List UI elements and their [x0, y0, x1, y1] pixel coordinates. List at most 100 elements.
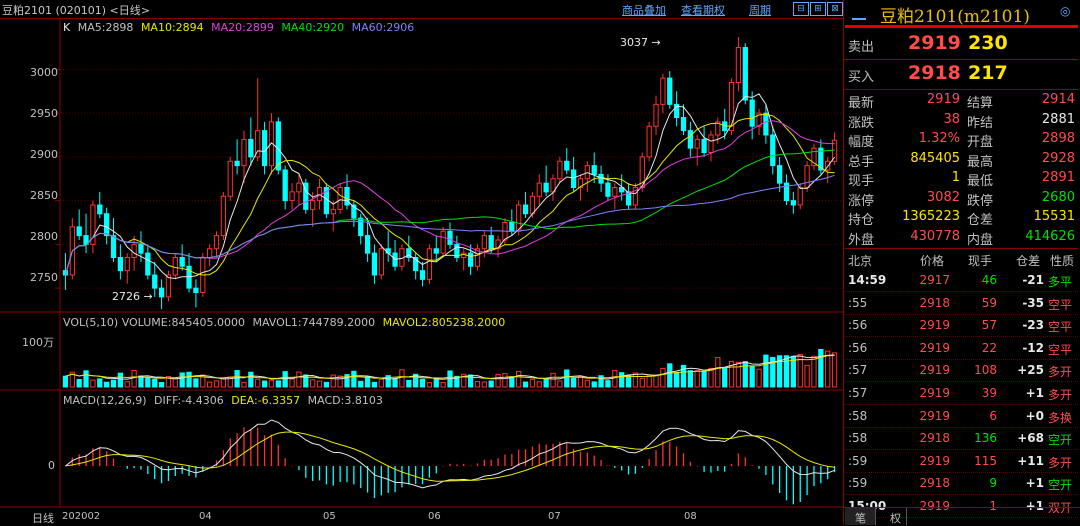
ma10-label: MA10:2894 — [140, 21, 204, 34]
candle-body — [447, 230, 453, 245]
volume-bar — [776, 355, 783, 388]
tab-ticks[interactable] — [845, 508, 876, 525]
volume-bar — [255, 378, 261, 388]
candle-body — [763, 112, 769, 136]
kline-chart[interactable] — [0, 18, 843, 525]
tick-diff: +1 — [1025, 499, 1044, 513]
candle-body — [818, 147, 824, 171]
volume-bar — [742, 361, 748, 388]
tick-nature: 空平 — [1048, 320, 1073, 335]
stat-value: 2680 — [1041, 189, 1075, 205]
tick-time: :56 — [848, 340, 868, 355]
volume-bar — [701, 370, 707, 388]
tab-ticks-label[interactable]: 笔 — [855, 512, 866, 525]
volume-bar — [715, 357, 721, 388]
tick-nature: 空平 — [1048, 342, 1073, 357]
tick-nature: 双开 — [1048, 501, 1073, 515]
volume-bar — [461, 373, 467, 388]
stat-label: 持仓 — [848, 213, 875, 228]
volume-bar — [763, 354, 769, 388]
candle-body — [811, 147, 817, 167]
volume-bar — [378, 378, 384, 388]
volume-bar — [783, 355, 790, 388]
candle-body — [124, 257, 130, 272]
ask-price[interactable]: 2919 — [908, 32, 961, 54]
volume-bar — [289, 378, 295, 388]
tab-rights-label[interactable]: 权 — [890, 512, 901, 525]
candle-body — [756, 112, 762, 127]
candle-body — [179, 257, 185, 267]
volume-bar — [90, 379, 96, 388]
stat-value: 1.32% — [918, 131, 960, 146]
link-overlay-commodity[interactable]: 商品叠加 — [622, 4, 666, 17]
ma40-label: MA40:2920 — [281, 21, 345, 34]
tick-diff: +1 — [1025, 386, 1044, 400]
volume-bar — [406, 379, 412, 388]
tick-qty: 46 — [981, 273, 997, 287]
ma60-label: MA60:2906 — [351, 21, 415, 34]
volume-bar — [399, 369, 405, 388]
tick-qty: 59 — [981, 295, 997, 310]
volume-bar — [756, 368, 762, 388]
stat-value: 2914 — [1041, 92, 1075, 107]
close-icon[interactable]: ⊠ — [827, 2, 843, 16]
tick-qty: 22 — [981, 340, 997, 355]
restore-icon[interactable]: ⊟ — [793, 2, 809, 16]
tick-price: 2918 — [919, 476, 950, 491]
stat-value: 414626 — [1025, 228, 1075, 244]
panel-right-icon[interactable]: ◎ — [1060, 4, 1071, 18]
volume-bar — [248, 371, 254, 388]
macd-series — [65, 419, 836, 505]
candle-body — [728, 82, 735, 132]
link-view-options[interactable]: 查看期权 — [681, 4, 725, 17]
volume-bar — [591, 381, 597, 388]
candle-body — [660, 77, 666, 105]
macd-legend: MACD(12,26,9) DIFF:-4.4306 DEA:-6.3357 M… — [63, 394, 383, 407]
volume-bar — [708, 367, 714, 388]
volume-bar — [632, 372, 639, 388]
stat-label: 跌停 — [967, 193, 994, 209]
volume-bar — [358, 380, 364, 388]
candle-body — [605, 182, 611, 197]
tick-nature: 多平 — [1048, 275, 1073, 289]
volume-bar — [97, 378, 103, 388]
candle-body — [296, 182, 302, 193]
volume-bar — [296, 371, 302, 388]
panel-left-icon[interactable] — [852, 6, 866, 20]
candle-body — [735, 47, 742, 83]
candle-body — [371, 252, 378, 276]
link-period[interactable]: 周期 — [749, 4, 771, 17]
stat-label: 内盘 — [967, 232, 994, 248]
stat-value: 845405 — [910, 150, 960, 166]
volume-bar — [790, 355, 796, 388]
volume-bar — [213, 380, 220, 388]
volume-bar — [454, 375, 460, 388]
ma20-label: MA20:2899 — [211, 21, 274, 34]
tick-diff: -12 — [1022, 340, 1044, 355]
candle-body — [509, 222, 515, 232]
stat-value: 3082 — [926, 189, 960, 205]
x-label-04: 04 — [199, 511, 212, 522]
low-annotation: 2726 → — [112, 290, 153, 303]
volume-bar — [207, 381, 213, 388]
volume-bar — [728, 360, 735, 388]
x-label-202002: 202002 — [62, 511, 101, 522]
maximize-icon[interactable]: ⊞ — [810, 2, 826, 16]
stat-label: 最高 — [967, 154, 994, 170]
candle-body — [612, 187, 618, 197]
stat-value: 2919 — [926, 92, 960, 107]
tick-nature: 空平 — [1048, 297, 1073, 312]
stat-label: 幅度 — [848, 135, 875, 150]
volume-bar — [179, 372, 185, 388]
volume-bar — [186, 371, 192, 388]
volume-bar — [680, 364, 687, 388]
volume-bar — [323, 381, 330, 388]
candle-body — [165, 274, 172, 298]
bid-price[interactable]: 2918 — [908, 62, 961, 84]
period-label[interactable]: 日线 — [32, 512, 54, 525]
candle-body — [474, 248, 481, 267]
y-tick-3000: 3000 — [30, 66, 58, 79]
tick-time: 14:59 — [848, 273, 887, 287]
stat-label: 现手 — [848, 174, 875, 189]
tick-price: 2919 — [919, 408, 950, 423]
